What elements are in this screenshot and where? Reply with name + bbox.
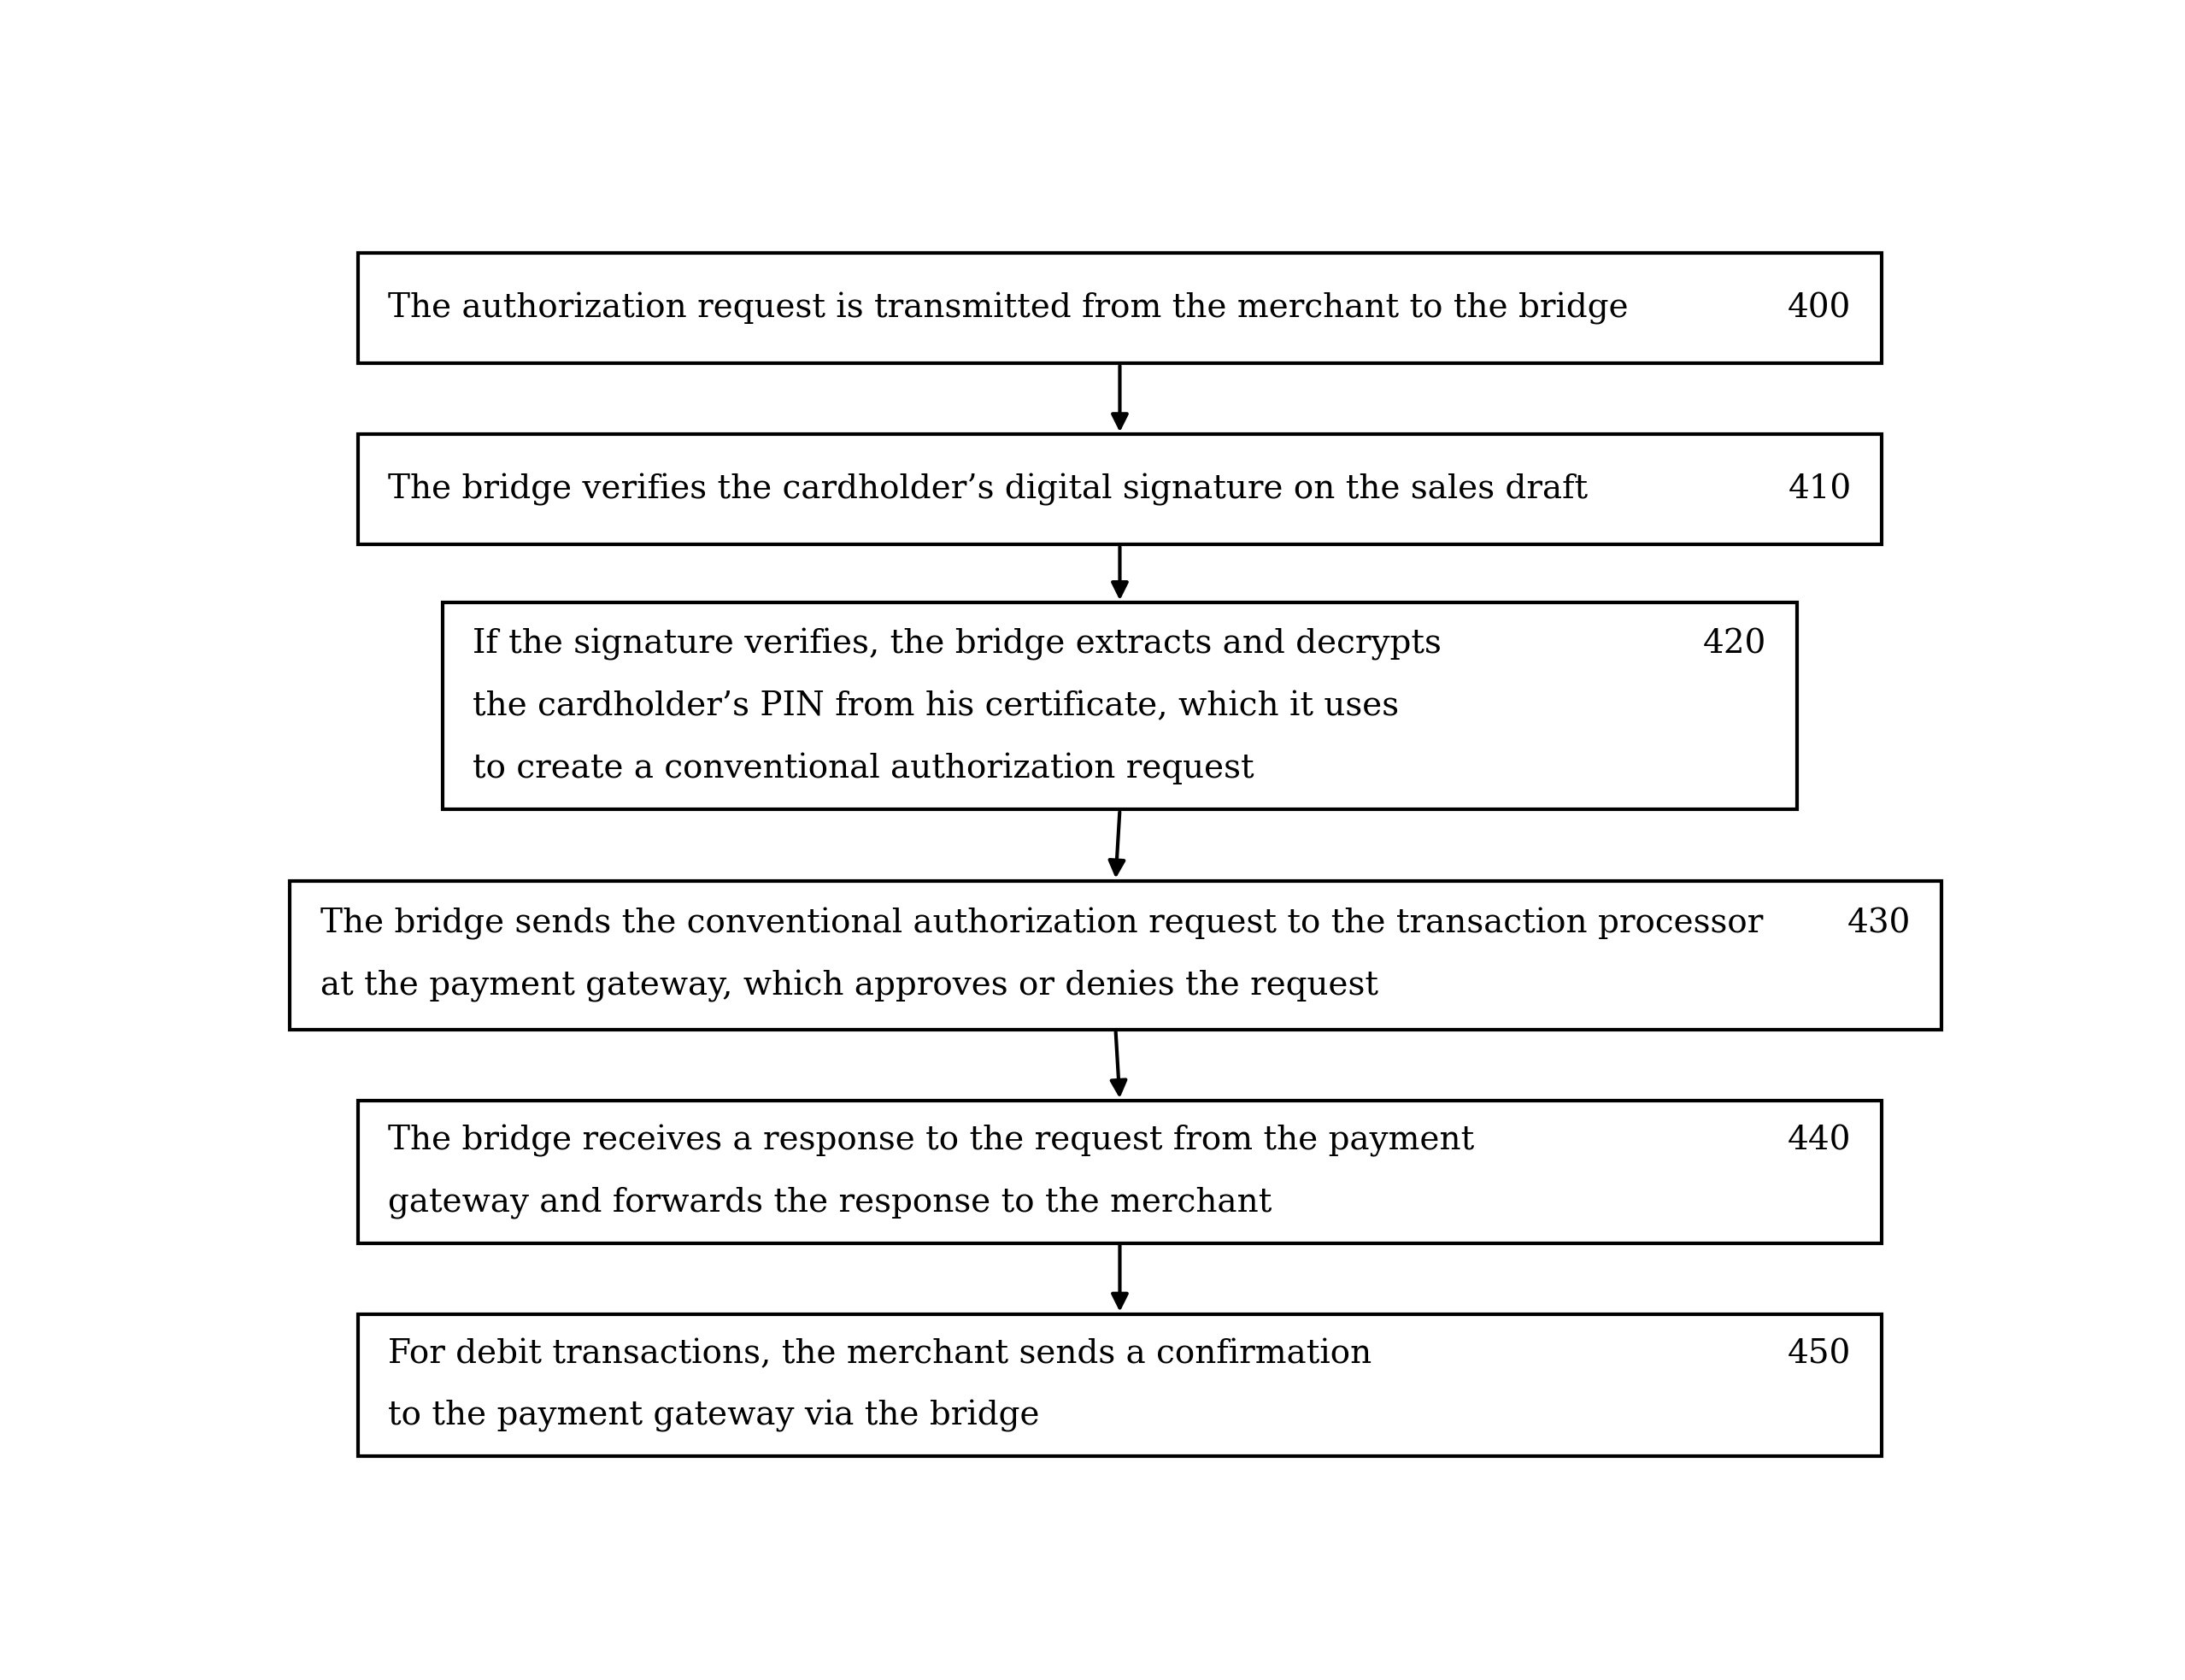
Text: to the payment gateway via the bridge: to the payment gateway via the bridge bbox=[389, 1399, 1040, 1433]
Text: the cardholder’s PIN from his certificate, which it uses: the cardholder’s PIN from his certificat… bbox=[472, 690, 1398, 722]
Text: gateway and forwards the response to the merchant: gateway and forwards the response to the… bbox=[389, 1186, 1272, 1220]
Text: 400: 400 bbox=[1787, 292, 1851, 324]
Text: The bridge sends the conventional authorization request to the transaction proce: The bridge sends the conventional author… bbox=[321, 907, 1763, 941]
Text: For debit transactions, the merchant sends a confirmation: For debit transactions, the merchant sen… bbox=[389, 1339, 1372, 1369]
Text: 410: 410 bbox=[1787, 474, 1851, 506]
FancyBboxPatch shape bbox=[358, 254, 1881, 363]
Text: 420: 420 bbox=[1702, 628, 1768, 660]
FancyBboxPatch shape bbox=[291, 880, 1940, 1030]
FancyBboxPatch shape bbox=[358, 435, 1881, 544]
Text: If the signature verifies, the bridge extracts and decrypts: If the signature verifies, the bridge ex… bbox=[472, 628, 1442, 660]
Text: The authorization request is transmitted from the merchant to the bridge: The authorization request is transmitted… bbox=[389, 292, 1628, 324]
Text: The bridge verifies the cardholder’s digital signature on the sales draft: The bridge verifies the cardholder’s dig… bbox=[389, 474, 1588, 506]
Text: The bridge receives a response to the request from the payment: The bridge receives a response to the re… bbox=[389, 1124, 1475, 1158]
Text: 440: 440 bbox=[1787, 1126, 1851, 1156]
Text: 430: 430 bbox=[1846, 909, 1910, 939]
Text: to create a conventional authorization request: to create a conventional authorization r… bbox=[472, 753, 1254, 785]
FancyBboxPatch shape bbox=[358, 1100, 1881, 1243]
Text: 450: 450 bbox=[1787, 1339, 1851, 1369]
Text: at the payment gateway, which approves or denies the request: at the payment gateway, which approves o… bbox=[321, 969, 1379, 1003]
FancyBboxPatch shape bbox=[441, 603, 1796, 810]
FancyBboxPatch shape bbox=[358, 1314, 1881, 1457]
